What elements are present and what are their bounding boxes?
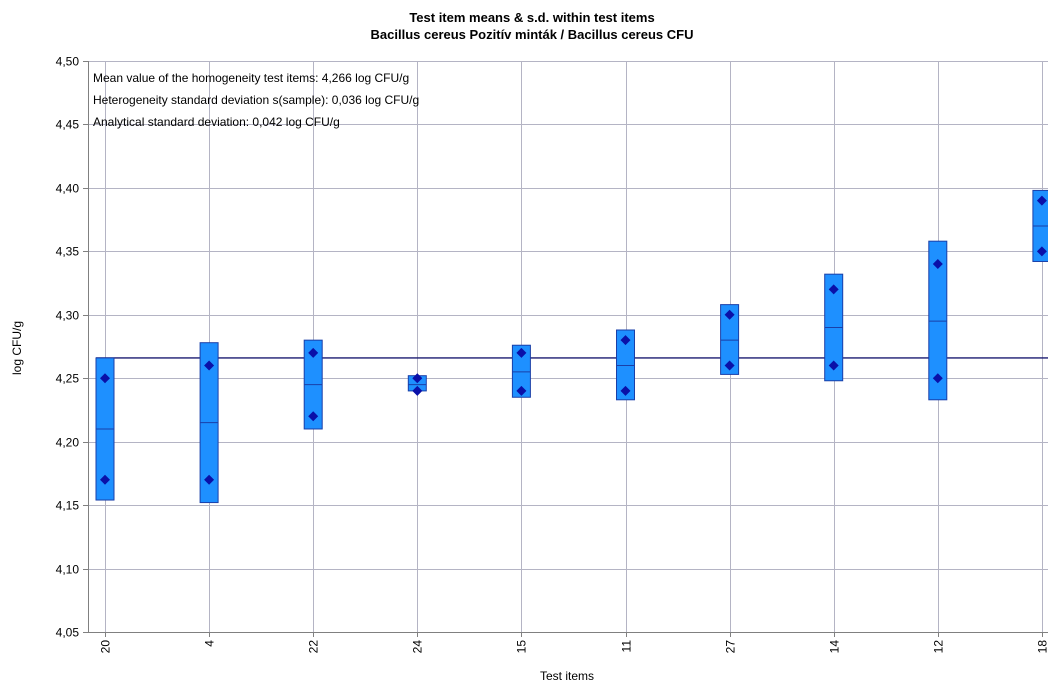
y-tick-label: 4,50 — [56, 55, 80, 69]
y-tick-label: 4,35 — [56, 245, 80, 259]
chart-title: Test item means & s.d. within test items — [409, 10, 654, 25]
x-tick-label: 14 — [828, 640, 842, 654]
x-tick-label: 12 — [932, 640, 946, 654]
y-tick-label: 4,10 — [56, 563, 80, 577]
x-tick-label: 24 — [411, 640, 425, 654]
x-tick-label: 11 — [620, 640, 634, 653]
x-tick-label: 22 — [307, 640, 321, 654]
boxes — [96, 190, 1048, 502]
y-axis-label: log CFU/g — [10, 321, 24, 375]
y-tick-label: 4,25 — [56, 372, 80, 386]
x-tick-label: 15 — [515, 640, 529, 654]
y-tick-label: 4,15 — [56, 499, 80, 513]
y-tick-label: 4,40 — [56, 182, 80, 196]
annotation-line: Analytical standard deviation: 0,042 log… — [93, 115, 340, 129]
x-tick-label: 4 — [203, 640, 217, 647]
annotations: Mean value of the homogeneity test items… — [93, 71, 419, 129]
y-tick-label: 4,30 — [56, 309, 80, 323]
y-tick-label: 4,45 — [56, 118, 80, 132]
annotation-line: Heterogeneity standard deviation s(sampl… — [93, 93, 419, 107]
grid — [88, 61, 1048, 633]
x-tick-label: 20 — [99, 640, 113, 654]
y-tick-label: 4,05 — [56, 626, 80, 640]
x-tick-label: 18 — [1036, 640, 1048, 654]
annotation-line: Mean value of the homogeneity test items… — [93, 71, 409, 85]
chart-subtitle: Bacillus cereus Pozitív minták / Bacillu… — [371, 27, 694, 42]
y-tick-label: 4,20 — [56, 436, 80, 450]
x-tick-label: 27 — [724, 640, 738, 654]
x-axis-label: Test items — [540, 669, 594, 682]
